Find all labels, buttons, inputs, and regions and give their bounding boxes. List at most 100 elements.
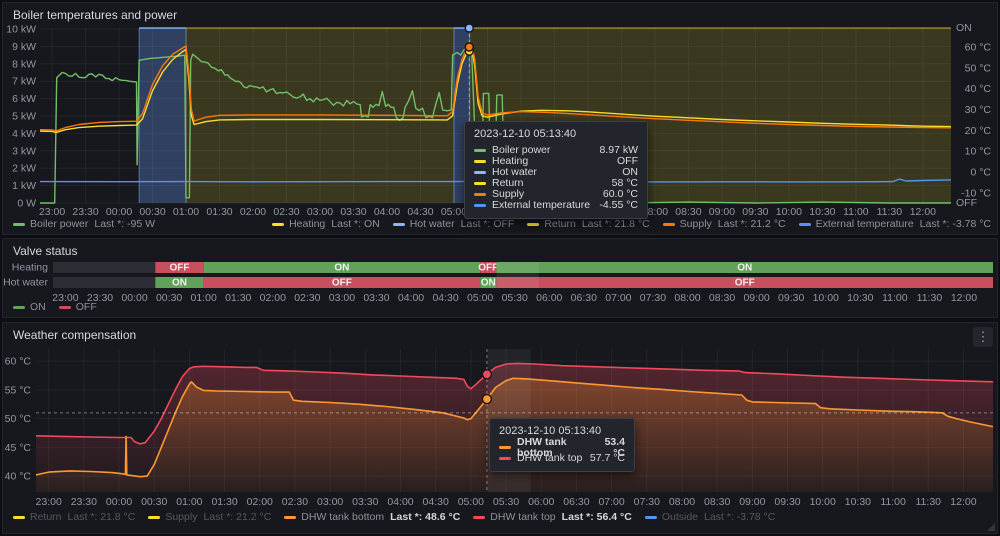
- axis-label: 01:00: [176, 496, 202, 508]
- axis-label: 23:30: [72, 206, 98, 218]
- panel-menu-icon[interactable]: ⋮: [973, 327, 993, 347]
- weather-legend: ReturnLast *: 21.8 °C SupplyLast *: 21.2 …: [13, 511, 775, 523]
- axis-label: 01:30: [225, 292, 251, 304]
- axis-label: OFF: [956, 197, 977, 209]
- axis-label: 03:00: [329, 292, 355, 304]
- panel-title-weather[interactable]: Weather compensation: [3, 323, 997, 345]
- legend-swatch: [13, 516, 25, 519]
- axis-label: OFF: [735, 278, 755, 289]
- legend-item-dhw-tank-bottom[interactable]: DHW tank bottomLast *: 48.6 °C: [284, 511, 460, 523]
- legend-item-supply[interactable]: SupplyLast *: 21.2 °C: [663, 218, 786, 230]
- axis-label: 08:30: [704, 496, 730, 508]
- axis-label: 60 °C: [5, 356, 32, 368]
- legend-item-heating[interactable]: HeatingLast *: ON: [272, 218, 380, 230]
- legend-last-value: Last *: -3.78 °C: [704, 511, 775, 523]
- axis-label: 00:30: [141, 496, 167, 508]
- axis-label: 09:00: [739, 496, 765, 508]
- axis-label: 03:00: [307, 206, 333, 218]
- axis-label: 7 kW: [12, 76, 36, 88]
- axis-label: ON: [737, 263, 752, 274]
- legend-item-dhw-tank-top[interactable]: DHW tank top Last *: 56.4 °C: [473, 511, 632, 523]
- panel-title-boiler[interactable]: Boiler temperatures and power: [3, 3, 997, 25]
- legend-last-value: Last *: 21.8 °C: [582, 218, 650, 230]
- legend-last-value: Last *: 56.4 °C: [562, 511, 632, 523]
- legend-swatch: [473, 516, 485, 519]
- axis-label: 20 °C: [965, 125, 992, 137]
- axis-label: 00:00: [106, 496, 132, 508]
- axis-label: 9 kW: [12, 41, 36, 53]
- tooltip-swatch: [474, 193, 486, 197]
- axis-label: 11:30: [916, 496, 942, 508]
- crosshair-dot: [465, 24, 473, 32]
- axis-label: 5 kW: [12, 111, 36, 123]
- legend-swatch: [148, 516, 160, 519]
- legend-item-external-temperature[interactable]: External temperatureLast *: -3.78 °C: [799, 218, 991, 230]
- axis-label: 50 °C: [965, 62, 992, 74]
- axis-label: 08:00: [669, 496, 695, 508]
- panel-title-valve[interactable]: Valve status: [3, 239, 997, 261]
- axis-label: 07:30: [634, 496, 660, 508]
- axis-label: 09:30: [742, 206, 768, 218]
- legend-label: Hot water: [410, 218, 455, 230]
- legend-item-return[interactable]: ReturnLast *: 21.8 °C: [527, 218, 649, 230]
- state-segment-heating-nodata[interactable]: [53, 262, 155, 273]
- axis-label: 09:00: [709, 206, 735, 218]
- legend-item-on[interactable]: ON: [13, 301, 46, 313]
- axis-label: 00:30: [139, 206, 165, 218]
- axis-label: 00:30: [156, 292, 182, 304]
- axis-label: 10 °C: [965, 146, 992, 158]
- weather-tooltip: 2023-12-10 05:13:40 DHW tank bottom53.4 …: [489, 418, 635, 472]
- axis-label: 01:00: [191, 292, 217, 304]
- axis-label: 02:30: [294, 292, 320, 304]
- axis-label: 02:30: [282, 496, 308, 508]
- tooltip-row-external-temperature: External temperature-4.55 °C: [474, 200, 638, 211]
- legend-swatch: [799, 223, 811, 226]
- axis-label: 11:00: [880, 496, 906, 508]
- legend-item-hot-water[interactable]: Hot waterLast *: OFF: [393, 218, 515, 230]
- axis-label: Hot water: [3, 277, 48, 289]
- axis-label: OFF: [169, 263, 189, 274]
- axis-label: 03:30: [363, 292, 389, 304]
- axis-label: 30 °C: [965, 104, 992, 116]
- axis-label: 10 kW: [6, 24, 36, 36]
- axis-label: ON: [334, 263, 349, 274]
- axis-label: OFF: [478, 263, 498, 274]
- legend-swatch: [663, 223, 675, 226]
- axis-label: 09:00: [743, 292, 769, 304]
- axis-label: 6 kW: [12, 93, 36, 105]
- tooltip-label: External temperature: [492, 200, 590, 211]
- axis-label: 10:30: [847, 292, 873, 304]
- axis-label: 10:30: [809, 206, 835, 218]
- legend-item-boiler-power[interactable]: Boiler powerLast *: -95 W: [13, 218, 155, 230]
- axis-label: 3 kW: [12, 145, 36, 157]
- axis-label: 0 W: [17, 198, 36, 210]
- axis-label: 11:00: [882, 292, 908, 304]
- crosshair-dot: [482, 370, 491, 379]
- axis-label: 0 °C: [970, 167, 991, 179]
- axis-label: 02:00: [247, 496, 273, 508]
- legend-item-outside[interactable]: OutsideLast *: -3.78 °C: [645, 511, 776, 523]
- legend-last-value: Last *: ON: [331, 218, 379, 230]
- tooltip-swatch: [474, 149, 486, 153]
- axis-label: 01:00: [173, 206, 199, 218]
- axis-label: 02:00: [240, 206, 266, 218]
- legend-swatch: [645, 516, 657, 519]
- axis-label: 08:00: [674, 292, 700, 304]
- tooltip-swatch: [499, 446, 511, 450]
- axis-label: 8 kW: [12, 58, 36, 70]
- axis-label: 12:00: [950, 496, 976, 508]
- panel-boiler-temperatures-and-power: Boiler temperatures and power 23:0023:30…: [2, 2, 998, 235]
- axis-label: 00:00: [121, 292, 147, 304]
- tooltip-label: DHW tank top: [517, 453, 582, 464]
- boiler-legend: Boiler powerLast *: -95 W HeatingLast *: …: [13, 218, 991, 230]
- axis-label: 11:30: [877, 206, 903, 218]
- state-segment-hot-water-nodata[interactable]: [53, 277, 155, 288]
- axis-label: 06:00: [536, 292, 562, 304]
- legend-item-return[interactable]: ReturnLast *: 21.8 °C: [13, 511, 135, 523]
- legend-item-supply[interactable]: SupplyLast *: 21.2 °C: [148, 511, 271, 523]
- axis-label: 45 °C: [5, 442, 32, 454]
- boiler-tooltip: 2023-12-10 05:13:40 Boiler power8.97 kWH…: [464, 121, 648, 219]
- panel-resize-handle[interactable]: [987, 523, 995, 531]
- legend-item-off[interactable]: OFF: [59, 301, 97, 313]
- legend-label: DHW tank top: [490, 511, 555, 523]
